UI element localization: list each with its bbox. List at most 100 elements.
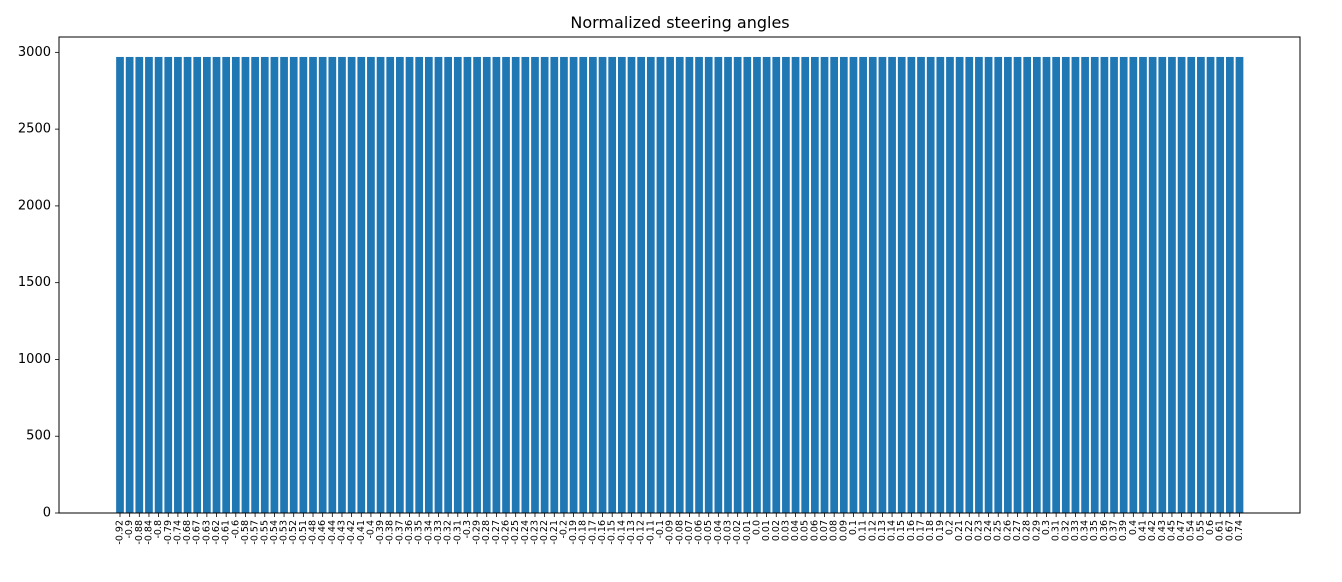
bar (753, 56, 761, 513)
x-tick-label: 0.55 (1195, 520, 1206, 541)
x-tick-label: -0.28 (481, 520, 492, 545)
bar (1216, 56, 1225, 513)
bar (617, 56, 626, 513)
bar (675, 56, 684, 513)
x-tick-label: 0.17 (916, 520, 927, 541)
x-tick-label: -0.26 (501, 520, 512, 545)
bar (1197, 56, 1205, 513)
bar (289, 56, 298, 513)
bar (868, 56, 877, 513)
bar (772, 56, 781, 513)
bar (820, 56, 829, 513)
x-tick-label: -0.42 (346, 520, 357, 545)
x-tick-label: -0.39 (375, 520, 386, 545)
bars-group (116, 56, 1244, 513)
bar (492, 56, 501, 513)
x-tick-label: 0.37 (1109, 520, 1120, 541)
bar (1168, 56, 1176, 513)
bar (984, 56, 993, 513)
x-tick-label: -0.41 (356, 520, 367, 545)
x-tick-label: -0.02 (732, 520, 743, 545)
x-tick-label: -0.4 (365, 520, 376, 539)
x-tick-label: 0.13 (877, 520, 888, 541)
bar (135, 56, 144, 513)
x-tick-label: -0.88 (134, 520, 145, 545)
x-tick-label: -0.84 (143, 520, 154, 545)
x-tick-label: 0.26 (1002, 520, 1013, 541)
bar (1148, 56, 1157, 513)
x-tick-label: 0.08 (829, 520, 840, 541)
bar (1129, 56, 1138, 513)
x-tick-label: -0.25 (510, 520, 521, 545)
x-tick-label: -0.15 (607, 520, 618, 545)
bar (762, 56, 771, 513)
x-tick-label: -0.2 (558, 520, 569, 539)
bar (251, 56, 259, 513)
bar (782, 56, 790, 513)
bar (482, 56, 491, 513)
x-tick-label: -0.61 (221, 520, 232, 545)
x-tick-label: -0.44 (327, 520, 338, 545)
x-tick-label: -0.34 (423, 520, 434, 545)
bar (309, 56, 317, 513)
x-tick-label: 0.16 (906, 520, 917, 541)
x-tick-label: -0.33 (433, 520, 444, 545)
x-tick-label: 0.07 (819, 520, 830, 541)
bar (1061, 56, 1070, 513)
x-tick-label: 0.31 (1051, 520, 1062, 541)
x-tick-label: 0.3 (1041, 520, 1052, 535)
y-tick-label: 1000 (18, 352, 51, 367)
bar (222, 56, 231, 513)
bar (231, 56, 240, 513)
bar (164, 56, 173, 513)
bar (502, 56, 510, 513)
x-tick-label: -0.17 (587, 520, 598, 545)
y-tick-label: 1500 (18, 275, 51, 290)
bar (1042, 56, 1051, 513)
x-tick-label: 0.41 (1137, 520, 1148, 541)
bar (270, 56, 279, 513)
bar (1187, 56, 1196, 513)
x-tick-label: 0.15 (896, 520, 907, 541)
bar (994, 56, 1003, 513)
bar (888, 56, 896, 513)
x-axis-ticks: -0.92-0.9-0.88-0.84-0.8-0.79-0.74-0.68-0… (115, 513, 1245, 545)
bar (975, 56, 983, 513)
bar (704, 56, 713, 513)
x-tick-label: -0.58 (240, 520, 251, 545)
x-tick-label: -0.18 (578, 520, 589, 545)
x-tick-label: -0.21 (549, 520, 560, 545)
x-tick-label: -0.12 (636, 520, 647, 545)
x-tick-label: -0.37 (394, 520, 405, 545)
bar (1110, 56, 1118, 513)
bar (473, 56, 481, 513)
x-tick-label: -0.79 (163, 520, 174, 545)
bar (1023, 56, 1032, 513)
x-tick-label: -0.24 (520, 520, 531, 545)
bar (656, 56, 665, 513)
chart-title: Normalized steering angles (570, 13, 789, 32)
x-tick-label: -0.53 (279, 520, 290, 545)
bar (695, 56, 703, 513)
bar (396, 56, 404, 513)
x-tick-label: 0.04 (790, 520, 801, 541)
bar (897, 56, 906, 513)
bar (917, 56, 925, 513)
bar (1004, 56, 1012, 513)
y-tick-label: 2000 (18, 198, 51, 213)
x-tick-label: -0.36 (404, 520, 415, 545)
bar (724, 56, 732, 513)
bar (212, 56, 221, 513)
bar (1100, 56, 1109, 513)
bar (955, 56, 964, 513)
bar (608, 56, 617, 513)
x-tick-label: 0.28 (1022, 520, 1033, 541)
bar (367, 56, 375, 513)
x-tick-label: 0.11 (858, 520, 869, 541)
x-tick-label: -0.01 (742, 520, 753, 545)
bar (965, 56, 974, 513)
bar (550, 56, 559, 513)
x-tick-label: 0.14 (887, 520, 898, 541)
x-tick-label: 0.21 (954, 520, 965, 541)
bar (1158, 56, 1167, 513)
